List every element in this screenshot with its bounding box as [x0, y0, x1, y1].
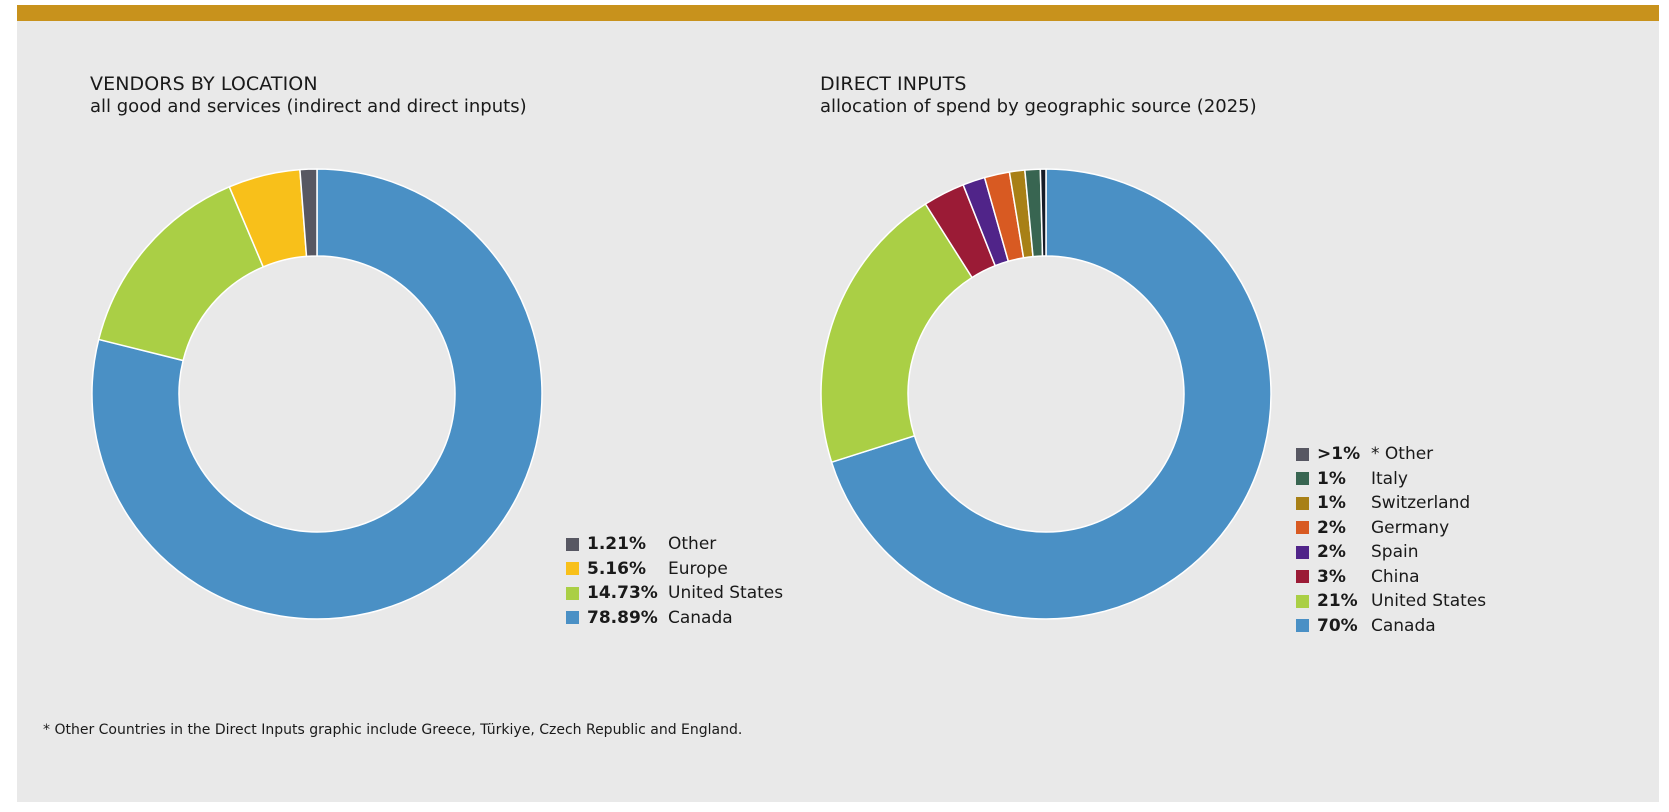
legend-swatch [1296, 496, 1309, 510]
legend-swatch [1296, 545, 1309, 559]
chart1-legend-item-other: 1.21% Other [566, 532, 783, 557]
chart1-subtitle: all good and services (indirect and dire… [90, 96, 527, 117]
chart1-slice-other [299, 168, 318, 258]
legend-percent: 3% [1317, 566, 1346, 587]
legend-label: United States [668, 583, 784, 604]
legend-swatch [1296, 447, 1309, 461]
legend-percent: 21% [1317, 591, 1358, 612]
legend-percent: 5.16% [587, 558, 646, 579]
chart1-title: VENDORS BY LOCATION [90, 73, 318, 95]
chart1-legend-item-europe: 5.16% Europe [566, 557, 783, 582]
legend-swatch [1296, 570, 1309, 584]
legend-percent: 70% [1317, 615, 1358, 636]
legend-label: Germany [1371, 517, 1450, 538]
legend-percent: 2% [1317, 542, 1346, 563]
chart2-title: DIRECT INPUTS [820, 73, 967, 95]
legend-label: Canada [1371, 615, 1436, 636]
chart1-legend: 1.21% Other 5.16% Europe 14.73% United States… [566, 532, 783, 630]
chart2-subtitle: allocation of spend by geographic source… [820, 96, 1257, 117]
legend-swatch [566, 611, 579, 625]
legend-percent: 1% [1317, 493, 1346, 514]
legend-percent: 1% [1317, 468, 1346, 489]
legend-label: Italy [1371, 468, 1408, 489]
chart2-slice-united-states [820, 203, 973, 463]
legend-swatch [1296, 521, 1309, 535]
legend-percent: 14.73% [587, 583, 658, 604]
legend-swatch [1296, 619, 1309, 633]
chart2-legend-item-canada: 70% Canada [1296, 614, 1486, 639]
chart2-slice-other [1039, 168, 1047, 257]
chart2-legend-item-germany: 2% Germany [1296, 516, 1486, 541]
chart2-legend-item-united-states: 21% United States [1296, 589, 1486, 614]
legend-swatch [1296, 594, 1309, 608]
chart1-slice-united-states [97, 186, 264, 362]
chart2-donut [820, 168, 1272, 620]
chart2-slice-canada [830, 168, 1272, 620]
legend-label: China [1371, 566, 1420, 587]
legend-label: Canada [668, 607, 733, 628]
chart2-legend-item-italy: 1% Italy [1296, 467, 1486, 492]
legend-percent: 2% [1317, 517, 1346, 538]
chart1-slice-canada [91, 168, 543, 620]
chart2-legend: >1% * Other 1% Italy 1% Switzerland 2% Germany 2… [1296, 442, 1486, 638]
chart1-legend-item-united-states: 14.73% United States [566, 581, 783, 606]
top-accent-bar [17, 5, 1659, 21]
legend-swatch [566, 537, 579, 551]
legend-percent: 1.21% [587, 534, 646, 555]
legend-swatch [1296, 472, 1309, 486]
chart2-legend-item-switzerland: 1% Switzerland [1296, 491, 1486, 516]
legend-label: Switzerland [1371, 493, 1471, 514]
legend-label: United States [1371, 591, 1487, 612]
chart2-legend-item-china: 3% China [1296, 565, 1486, 590]
footnote: * Other Countries in the Direct Inputs g… [43, 722, 743, 738]
legend-swatch [566, 562, 579, 576]
chart2-legend-item-other: >1% * Other [1296, 442, 1486, 467]
legend-label: Europe [668, 558, 728, 579]
chart1-donut [91, 168, 543, 620]
infographic-panel: VENDORS BY LOCATION all good and service… [17, 5, 1659, 802]
legend-label: Other [668, 534, 717, 555]
legend-label: Spain [1371, 542, 1419, 563]
legend-percent: 78.89% [587, 607, 658, 628]
legend-label: * Other [1371, 444, 1434, 465]
legend-percent: >1% [1317, 444, 1361, 465]
legend-swatch [566, 586, 579, 600]
chart1-legend-item-canada: 78.89% Canada [566, 606, 783, 631]
chart2-legend-item-spain: 2% Spain [1296, 540, 1486, 565]
